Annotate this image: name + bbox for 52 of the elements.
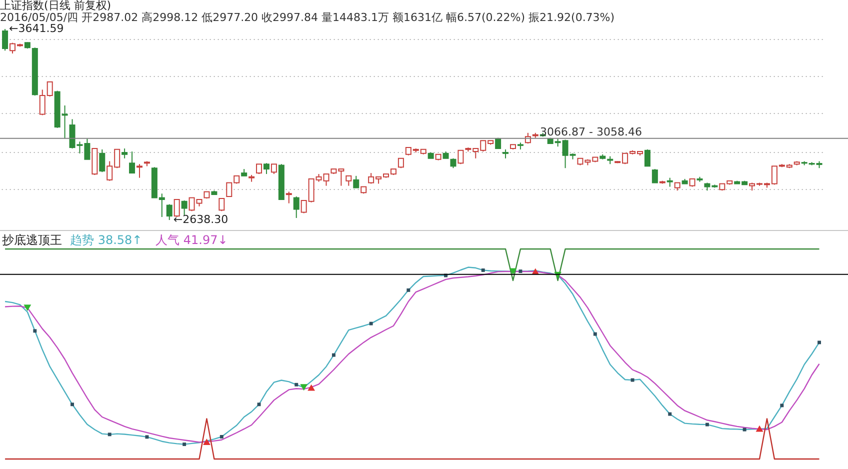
candlestick — [270, 164, 277, 174]
point — [332, 353, 336, 357]
candlestick — [166, 204, 172, 220]
chart-subtitle: 2016/05/05/四 开2987.02 高2998.12 低2977.20 收2997.84 量14483.1万 额1631亿 幅6.57(0.22%) 振21.92(0.73%) — [0, 11, 615, 24]
candlestick — [652, 168, 658, 184]
point — [220, 435, 224, 438]
candlestick — [353, 175, 360, 188]
candlestick — [99, 148, 106, 173]
point — [369, 322, 373, 326]
point — [182, 442, 186, 446]
point — [593, 332, 597, 336]
point — [518, 270, 522, 273]
candlestick — [129, 151, 136, 174]
candlestick — [122, 148, 128, 159]
point — [742, 428, 746, 432]
candlestick — [450, 158, 456, 169]
candlestick — [398, 158, 404, 169]
candlestick — [458, 150, 464, 165]
point — [33, 329, 37, 333]
point — [70, 402, 74, 406]
point — [509, 268, 517, 275]
point — [406, 288, 410, 292]
point — [203, 438, 210, 445]
candlestick — [256, 164, 262, 174]
point — [108, 432, 112, 436]
candlestick — [2, 28, 8, 52]
annotation: ←3641.59 — [9, 22, 64, 35]
point — [294, 382, 298, 386]
candlestick — [263, 162, 270, 174]
candlestick — [181, 200, 188, 216]
point — [24, 304, 32, 312]
point — [668, 412, 672, 416]
candlestick — [644, 148, 650, 167]
point — [756, 425, 764, 432]
point — [300, 384, 308, 391]
candlestick — [218, 198, 225, 212]
annotation: ←2638.30 — [173, 213, 228, 226]
candlestick — [286, 191, 292, 204]
point — [145, 435, 149, 439]
ref-line-label: 3066.87 - 3058.46 — [540, 125, 642, 138]
candlestick — [346, 175, 352, 186]
text: 趋势 38.58↑ — [70, 233, 142, 247]
point — [705, 422, 709, 426]
point — [308, 384, 316, 391]
chart-title: 抄底逃顶王 — [2, 233, 62, 247]
candlestick — [136, 164, 142, 178]
point — [481, 268, 485, 272]
text: 人气 41.97↓ — [156, 233, 228, 247]
point — [818, 340, 821, 344]
chart-title: 上证指数(日线 前复权) — [0, 0, 112, 12]
point — [780, 404, 784, 408]
candlestick — [293, 196, 300, 218]
